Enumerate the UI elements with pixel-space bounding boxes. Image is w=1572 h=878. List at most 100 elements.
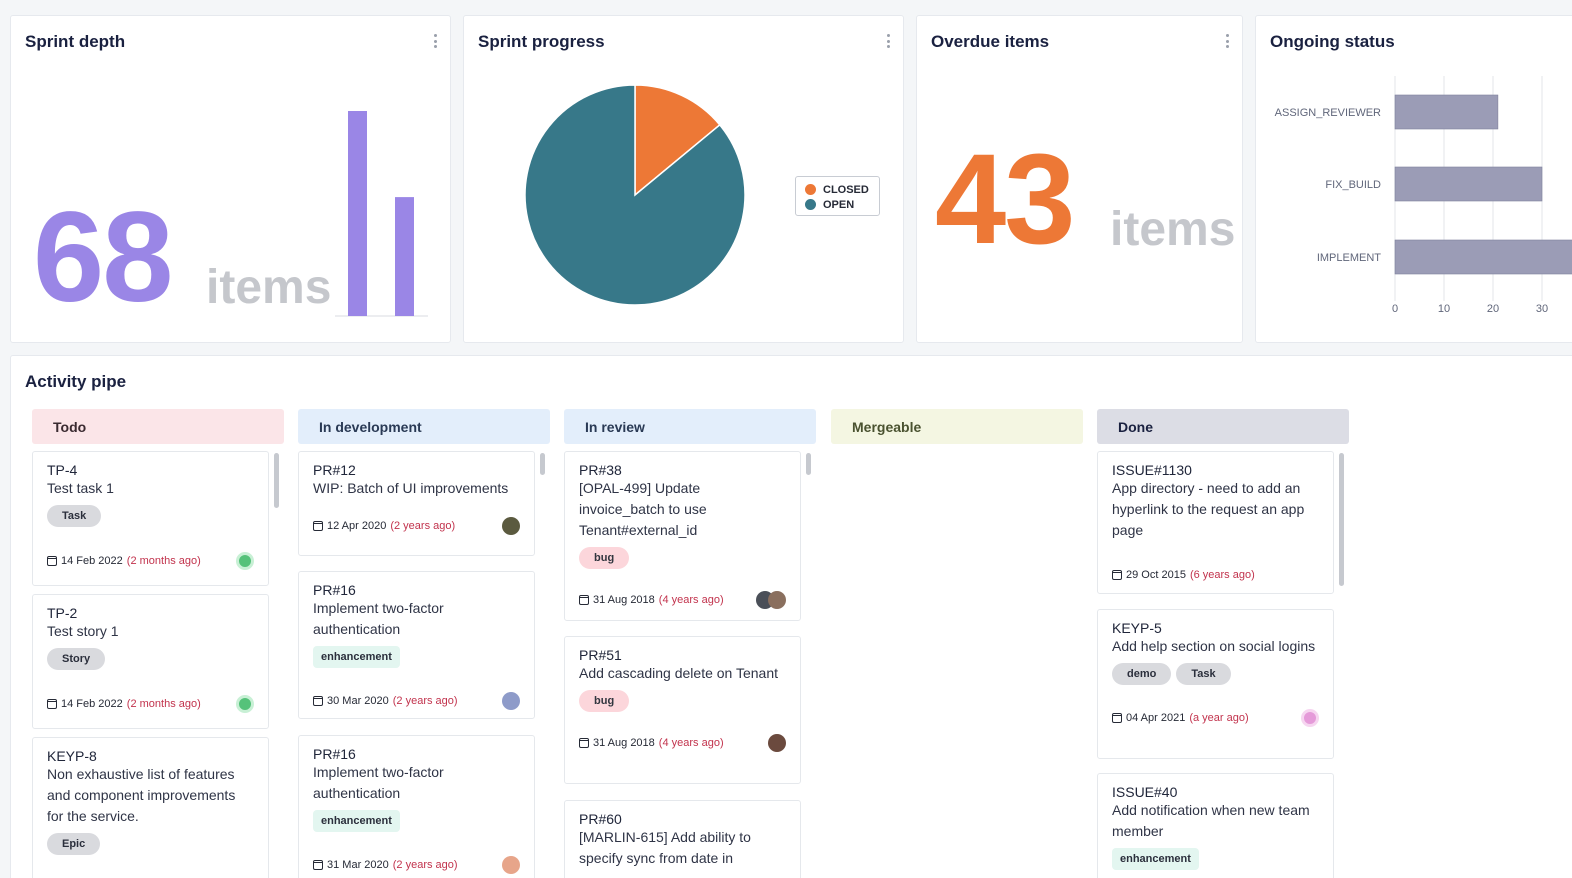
status-bar[interactable] [1394,239,1572,275]
card-id: TP-4 [47,462,78,478]
x-tick-label: 10 [1438,303,1450,315]
sprint-depth-title: Sprint depth [25,32,126,51]
avatar[interactable] [768,591,786,609]
card-id: PR#51 [579,647,622,663]
kebab-menu-icon[interactable] [886,34,890,48]
avatar[interactable] [768,734,786,752]
card-date: 14 Feb 2022 [61,698,123,710]
kebab-menu-icon[interactable] [1225,34,1229,48]
card-title: Test task 1 [47,480,114,496]
card-ago: (2 months ago) [126,698,201,710]
kanban-card[interactable]: PR#51 Add cascading delete on Tenant bug… [564,636,801,784]
scrollbar[interactable] [1339,453,1344,586]
column-todo: TP-4 Test task 1 Task 14 Feb 2022 (2 mont… [32,451,284,878]
kanban-card[interactable]: PR#16 Implement two-factor authenticatio… [298,735,535,878]
card-title: [OPAL-499] Update invoice_batch to use T… [579,480,707,538]
avatar[interactable] [502,692,520,710]
column-in-review: PR#38 [OPAL-499] Update invoice_batch to… [564,451,816,878]
overdue-unit: items [1110,203,1236,256]
pie-legend: CLOSED OPEN [795,176,880,216]
card-title: WIP: Batch of UI improvements [313,480,509,496]
card-id: KEYP-5 [1112,620,1162,636]
activity-pipe-title: Activity pipe [25,372,127,391]
legend-swatch [805,184,816,195]
overdue-items-title: Overdue items [931,32,1050,51]
calendar-icon [1112,570,1122,580]
calendar-icon [47,556,57,566]
kanban-card[interactable]: TP-4 Test task 1 Task 14 Feb 2022 (2 mont… [32,451,269,586]
status-bar[interactable] [1394,94,1499,130]
scrollbar[interactable] [806,453,811,475]
card-date: 29 Oct 2015 [1126,569,1186,581]
x-tick-label: 30 [1536,303,1548,315]
kanban-card[interactable]: ISSUE#40 Add notification when new team … [1097,773,1334,878]
column-header-mergeable: Mergeable [831,409,1083,444]
card-id: PR#16 [313,746,356,762]
tag-badge: Story [47,648,106,670]
scrollbar[interactable] [274,453,279,508]
card-ago: (2 years ago) [392,695,458,707]
pie-slice-closed[interactable] [634,84,721,197]
card-ago: (2 months ago) [126,555,201,567]
card-ago: (a year ago) [1189,712,1249,724]
card-title: Test story 1 [47,623,119,639]
x-tick-label: 20 [1487,303,1499,315]
avatar[interactable] [236,695,254,713]
card-ago: (4 years ago) [658,737,724,749]
kanban-card[interactable]: PR#12 WIP: Batch of UI improvements 12 A… [298,451,535,556]
kanban-card[interactable]: TP-2 Test story 1 Story 14 Feb 2022 (2 mo… [32,594,269,729]
column-mergeable [831,451,1083,878]
calendar-icon [1112,713,1122,723]
pie-slice-open[interactable] [524,84,746,306]
card-title: Implement two-factor authentication [313,764,444,801]
kanban-card[interactable]: ISSUE#1130 App directory - need to add a… [1097,451,1334,594]
sprint-progress-widget: Sprint progress CLOSED OPEN [463,15,904,343]
calendar-icon [313,521,323,531]
scrollbar[interactable] [540,453,545,475]
ongoing-status-chart: 0 10 20 30 ASSIGN_REVIEWER FIX_BUILD IMPLEMENT [1275,76,1572,315]
legend-label: CLOSED [823,183,869,196]
calendar-icon [313,696,323,706]
avatar[interactable] [502,856,520,874]
sprint-progress-title: Sprint progress [478,32,605,51]
avatar[interactable] [236,552,254,570]
overdue-value: 43 [935,128,1075,271]
overdue-items-widget: Overdue items 43 items [916,15,1243,343]
sprint-depth-bar [348,111,367,316]
card-title: Add notification when new team member [1112,802,1310,839]
card-id: TP-2 [47,605,78,621]
card-date: 31 Aug 2018 [593,594,655,606]
column-header-todo: Todo [32,409,284,444]
kanban-card[interactable]: PR#60 [MARLIN-615] Add ability to specif… [564,800,801,878]
kebab-menu-icon[interactable] [433,34,437,48]
legend-label: OPEN [823,198,855,211]
column-header-done: Done [1097,409,1349,444]
card-ago: (6 years ago) [1189,569,1255,581]
avatar[interactable] [1301,709,1319,727]
kanban-card[interactable]: KEYP-5 Add help section on social logins… [1097,609,1334,759]
card-id: PR#12 [313,462,356,478]
legend-item-open: OPEN [805,197,879,212]
ongoing-status-widget: Ongoing status 0 10 20 30 ASSIGN_REVIEWER FIX… [1255,15,1572,343]
sprint-progress-pie [524,84,746,306]
x-tick-label: 0 [1392,303,1398,315]
tag-badge: enhancement [313,810,400,832]
card-title: Add cascading delete on Tenant [579,665,779,681]
sprint-depth-widget: Sprint depth 68 items [10,15,451,343]
kanban-card[interactable]: PR#38 [OPAL-499] Update invoice_batch to… [564,451,801,621]
activity-pipe-widget: Activity pipe Todo In development In rev… [10,355,1572,878]
column-in-development: PR#12 WIP: Batch of UI improvements 12 A… [298,451,550,878]
card-date: 30 Mar 2020 [327,695,389,707]
ongoing-status-title: Ongoing status [1270,32,1395,51]
legend-swatch [805,199,816,210]
status-bar[interactable] [1394,166,1543,202]
card-title: Implement two-factor authentication [313,600,444,637]
kanban-card[interactable]: PR#16 Implement two-factor authenticatio… [298,571,535,719]
kanban-card[interactable]: KEYP-8 Non exhaustive list of features a… [32,737,269,878]
card-date: 14 Feb 2022 [61,555,123,567]
tag-badge: bug [579,690,630,712]
card-title: Add help section on social logins [1112,638,1316,654]
avatar[interactable] [502,517,520,535]
card-id: ISSUE#1130 [1112,462,1192,478]
card-ago: (2 years ago) [392,859,458,871]
